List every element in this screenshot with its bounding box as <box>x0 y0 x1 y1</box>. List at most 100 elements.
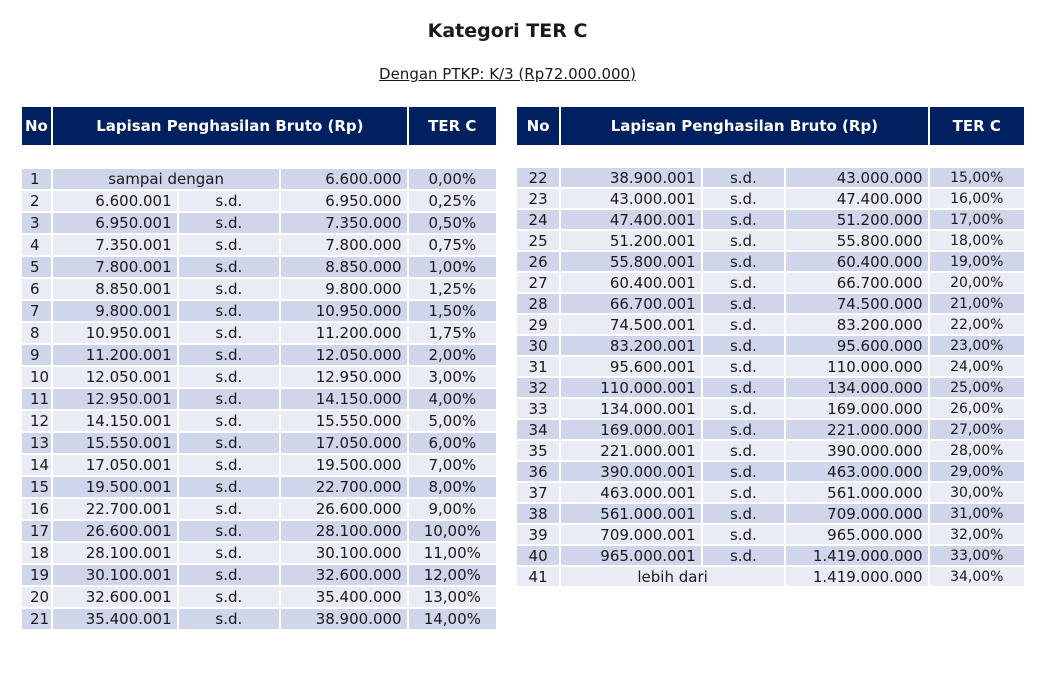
ter-rate: 32,00% <box>927 523 1027 546</box>
row-number: 9 <box>19 343 54 367</box>
range-to: 6.600.000 <box>279 167 409 191</box>
range-from: 19.500.001 <box>51 475 179 499</box>
range-from: 965.000.001 <box>559 544 703 567</box>
row-number: 6 <box>19 277 54 301</box>
row-number: 33 <box>514 397 562 420</box>
table-row: 29 74.500.001 s.d. 83.200.000 22,00% <box>514 313 1027 336</box>
table-row: 11 12.950.001 s.d. 14.150.000 4,00% <box>19 387 499 411</box>
range-to: 561.000.000 <box>784 481 930 504</box>
table-row: 23 43.000.001 s.d. 47.400.000 16,00% <box>514 187 1027 210</box>
range-from: 12.050.001 <box>51 365 179 389</box>
table-row: 13 15.550.001 s.d. 17.050.000 6,00% <box>19 431 499 455</box>
range-separator: s.d. <box>700 271 787 294</box>
table-row: 21 35.400.001 s.d. 38.900.000 14,00% <box>19 607 499 631</box>
range-from: 463.000.001 <box>559 481 703 504</box>
range-to: 74.500.000 <box>784 292 930 315</box>
range-from: 66.700.001 <box>559 292 703 315</box>
range-separator: s.d. <box>176 299 282 323</box>
page-title: Kategori TER C <box>427 20 588 42</box>
range-separator: s.d. <box>176 409 282 433</box>
range-separator: s.d. <box>700 502 787 525</box>
table-row: 32 110.000.001 s.d. 134.000.000 25,00% <box>514 376 1027 399</box>
range-to: 26.600.000 <box>279 497 409 521</box>
range-to: 134.000.000 <box>784 376 930 399</box>
range-to: 83.200.000 <box>784 313 930 336</box>
ter-rate: 28,00% <box>927 439 1027 462</box>
table-row: 7 9.800.001 s.d. 10.950.000 1,50% <box>19 299 499 323</box>
ter-rate: 0,50% <box>406 211 499 235</box>
range-from: 390.000.001 <box>559 460 703 483</box>
range-separator: s.d. <box>176 497 282 521</box>
ter-rate: 15,00% <box>927 166 1027 189</box>
range-separator: s.d. <box>176 563 282 587</box>
range-from: 15.550.001 <box>51 431 179 455</box>
range-to: 390.000.000 <box>784 439 930 462</box>
ter-rate: 22,00% <box>927 313 1027 336</box>
ter-rate: 1,75% <box>406 321 499 345</box>
range-to: 66.700.000 <box>784 271 930 294</box>
table-row: 39 709.000.001 s.d. 965.000.000 32,00% <box>514 523 1027 546</box>
range-to: 8.850.000 <box>279 255 409 279</box>
range-to: 1.419.000.000 <box>784 565 930 588</box>
range-from: 83.200.001 <box>559 334 703 357</box>
row-number: 21 <box>19 607 54 631</box>
table-row: 19 30.100.001 s.d. 32.600.000 12,00% <box>19 563 499 587</box>
range-to: 35.400.000 <box>279 585 409 609</box>
range-separator: s.d. <box>176 453 282 477</box>
range-to: 38.900.000 <box>279 607 409 631</box>
ter-rate: 0,00% <box>406 167 499 191</box>
table-row: 3 6.950.001 s.d. 7.350.000 0,50% <box>19 211 499 235</box>
range-separator: s.d. <box>176 541 282 565</box>
row-number: 34 <box>514 418 562 441</box>
row-number: 38 <box>514 502 562 525</box>
ter-rate: 1,25% <box>406 277 499 301</box>
range-from: 169.000.001 <box>559 418 703 441</box>
row-number: 5 <box>19 255 54 279</box>
ter-rate: 4,00% <box>406 387 499 411</box>
ter-rate: 7,00% <box>406 453 499 477</box>
range-separator: s.d. <box>700 187 787 210</box>
table-row: 38 561.000.001 s.d. 709.000.000 31,00% <box>514 502 1027 525</box>
row-number: 4 <box>19 233 54 257</box>
range-from: 7.800.001 <box>51 255 179 279</box>
range-from: 32.600.001 <box>51 585 179 609</box>
table-row: 33 134.000.001 s.d. 169.000.000 26,00% <box>514 397 1027 420</box>
range-from: 14.150.001 <box>51 409 179 433</box>
header-ter: TER C <box>406 105 499 147</box>
header-range: Lapisan Penghasilan Bruto (Rp) <box>559 105 930 147</box>
ter-table-left: No Lapisan Penghasilan Bruto (Rp) TER C … <box>19 105 499 631</box>
table-row: 17 26.600.001 s.d. 28.100.000 10,00% <box>19 519 499 543</box>
ter-rate: 29,00% <box>927 460 1027 483</box>
range-to: 28.100.000 <box>279 519 409 543</box>
table-row: 28 66.700.001 s.d. 74.500.000 21,00% <box>514 292 1027 315</box>
ter-rate: 10,00% <box>406 519 499 543</box>
row-number: 1 <box>19 167 54 191</box>
range-from: 6.600.001 <box>51 189 179 213</box>
range-separator: s.d. <box>700 544 787 567</box>
row-number: 27 <box>514 271 562 294</box>
range-to: 10.950.000 <box>279 299 409 323</box>
row-number: 23 <box>514 187 562 210</box>
ter-rate: 2,00% <box>406 343 499 367</box>
ter-rate: 16,00% <box>927 187 1027 210</box>
table-row: 5 7.800.001 s.d. 8.850.000 1,00% <box>19 255 499 279</box>
table-row: 14 17.050.001 s.d. 19.500.000 7,00% <box>19 453 499 477</box>
ter-rate: 20,00% <box>927 271 1027 294</box>
row-number: 18 <box>19 541 54 565</box>
range-to: 22.700.000 <box>279 475 409 499</box>
range-from: 35.400.001 <box>51 607 179 631</box>
range-separator: s.d. <box>700 439 787 462</box>
range-from: 12.950.001 <box>51 387 179 411</box>
range-from: 8.850.001 <box>51 277 179 301</box>
range-from: 10.950.001 <box>51 321 179 345</box>
table-row: 4 7.350.001 s.d. 7.800.000 0,75% <box>19 233 499 257</box>
range-from: 561.000.001 <box>559 502 703 525</box>
row-number: 37 <box>514 481 562 504</box>
row-number: 31 <box>514 355 562 378</box>
table-row: 12 14.150.001 s.d. 15.550.000 5,00% <box>19 409 499 433</box>
ter-rate: 12,00% <box>406 563 499 587</box>
range-to: 463.000.000 <box>784 460 930 483</box>
ter-rate: 25,00% <box>927 376 1027 399</box>
range-separator: s.d. <box>176 321 282 345</box>
range-to: 14.150.000 <box>279 387 409 411</box>
